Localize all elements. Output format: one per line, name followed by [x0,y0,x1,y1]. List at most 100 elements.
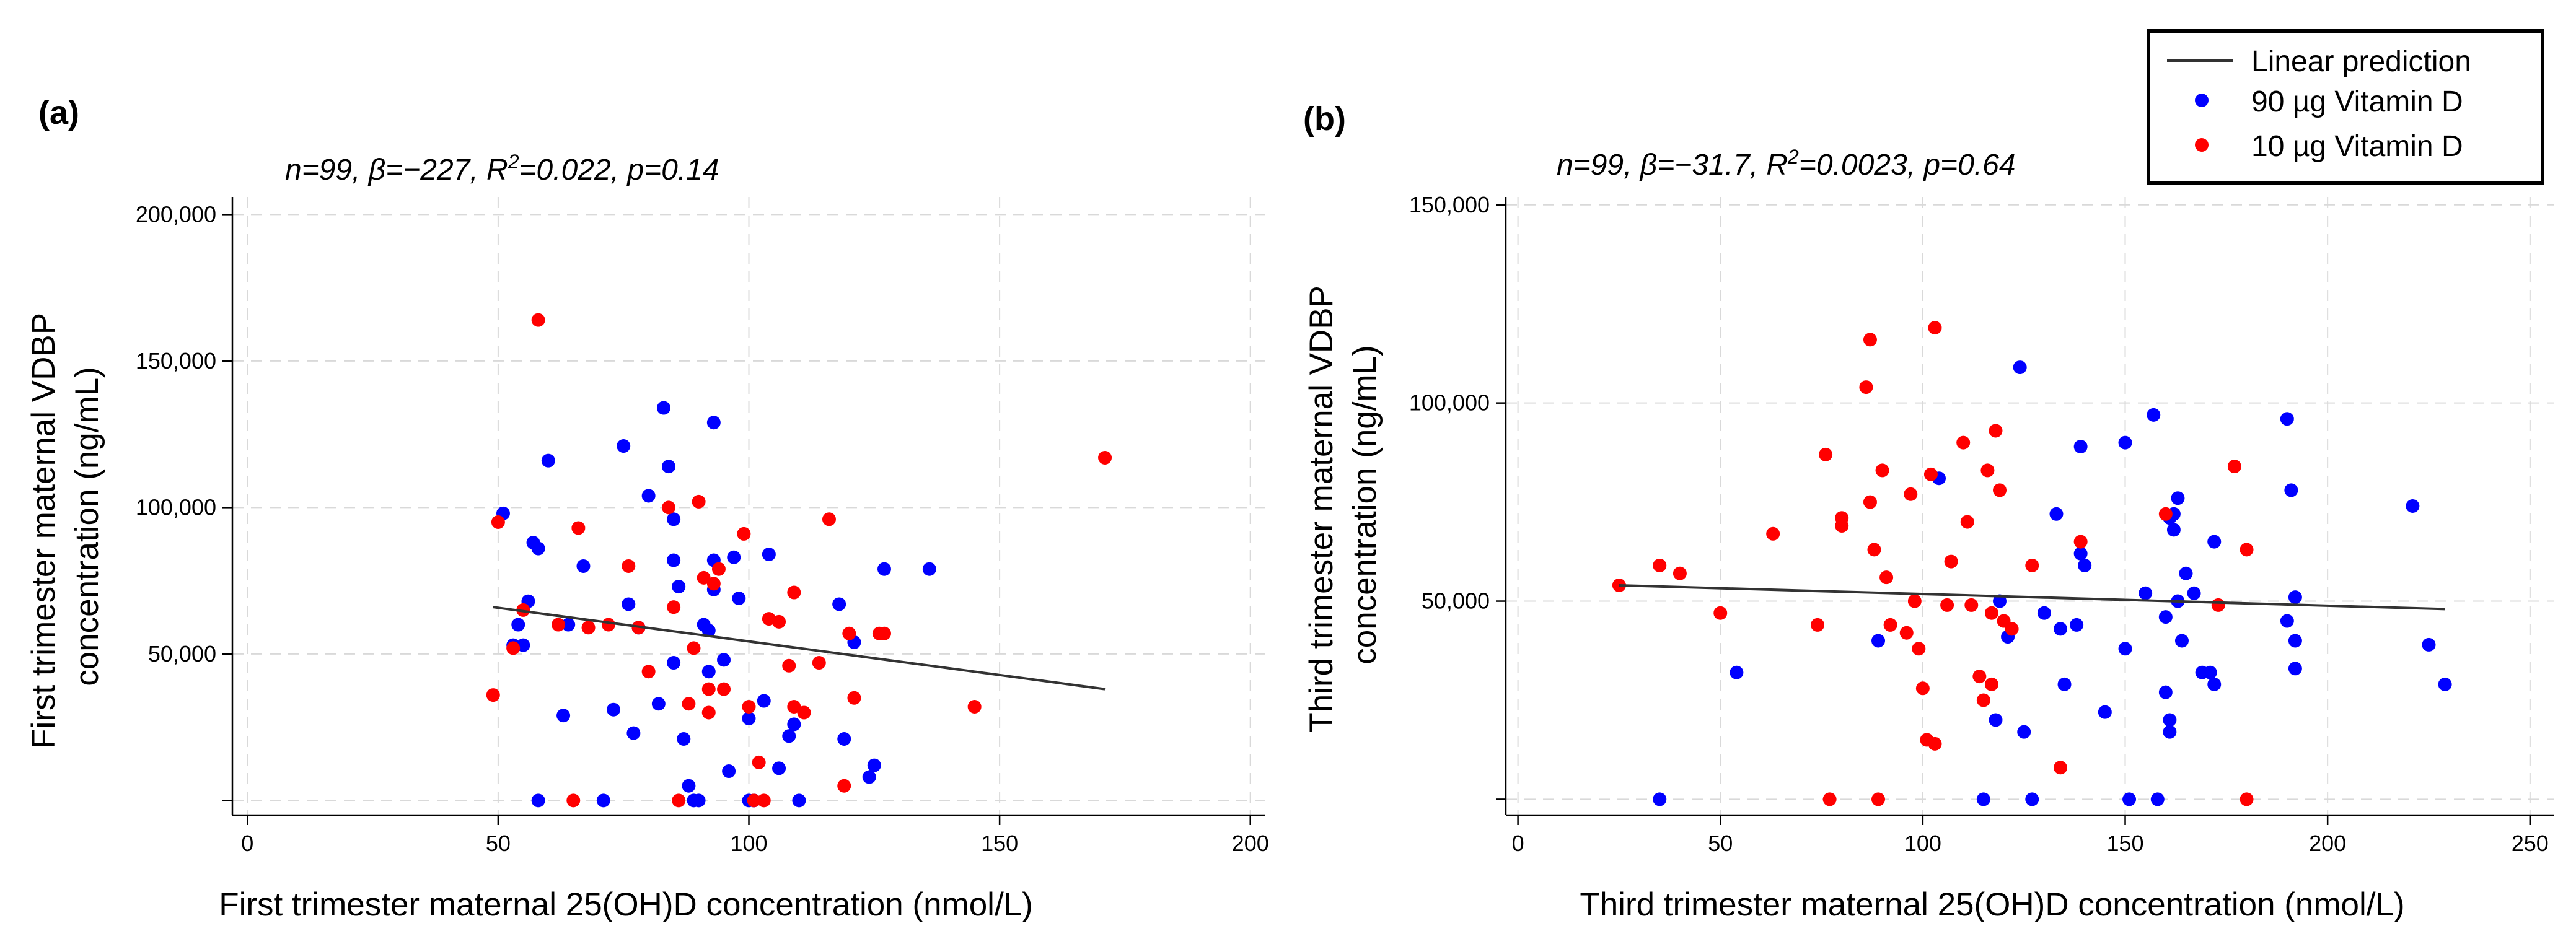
panel-a-stats: n=99, β=−227, R2=0.022, p=0.14 [285,151,719,186]
panel-b-point-10ug-11 [1863,333,1877,347]
panel-a-point-10ug-5 [551,618,565,632]
panel-a-point-90ug-13 [607,702,621,717]
panel-b-label: (b) [1303,100,1346,138]
panel-a-point-10ug-38 [837,779,851,793]
panel-a-point-10ug-35 [797,705,811,720]
panel-b-point-90ug-24 [2147,408,2161,422]
panel-b-point-90ug-22 [2122,792,2137,806]
panel-b-point-90ug-43 [2280,614,2294,628]
panel-b-ylabel: Third trimester maternal VDBP concentrat… [1303,277,1383,732]
panel-a-point-10ug-2 [506,641,521,655]
panel-a-point-90ug-26 [677,732,691,746]
panel-a-point-10ug-8 [581,621,596,635]
panel-a-point-10ug-43 [967,699,982,714]
panel-b-point-10ug-14 [1871,792,1886,806]
panel-b-xtick-label-2: 100 [1904,831,1941,856]
panel-b-point-10ug-2 [1673,566,1687,580]
panel-b-point-90ug-21 [2118,642,2132,656]
panel-a-point-10ug-42 [877,626,891,640]
panel-a-point-90ug-48 [787,717,801,732]
panel-b-point-10ug-42 [2053,761,2067,775]
panel-b-stat-r2-sup: 2 [1787,146,1799,168]
panel-a-point-90ug-37 [722,764,736,779]
panel-a-point-90ug-41 [742,711,756,725]
panel-a-point-90ug-55 [877,562,891,576]
panel-a: (a) n=99, β=−227, R2=0.022, p=0.14 First… [25,94,1269,923]
panel-b-point-90ug-18 [2078,558,2092,572]
panel-a-point-10ug-22 [706,577,721,591]
panel-a-linear-prediction-line [493,606,1106,691]
panel-a-ytick-label-2: 100,000 [136,494,216,520]
panel-b-point-10ug-17 [1883,618,1897,632]
panel-b-point-10ug-1 [1653,558,1667,572]
legend-label-10ug: 10 µg Vitamin D [2251,130,2463,163]
panel-b-stat-n: n=99 [1557,149,1624,181]
panel-a-point-90ug-25 [672,580,686,594]
panel-a-ytick-label-4: 200,000 [136,201,216,227]
panel-a-point-90ug-14 [617,439,631,453]
panel-b-point-90ug-1 [1730,665,1744,679]
panel-a-point-10ug-39 [842,626,856,640]
panel-b-point-10ug-7 [1822,792,1837,806]
panel-a-point-10ug-9 [601,618,615,632]
panel-b: (b) n=99, β=−31.7, R2=0.0023, p=0.64 Thi… [1303,100,2554,923]
panel-b-point-90ug-15 [2070,618,2084,632]
panel-b-xtick-label-3: 150 [2106,831,2143,856]
panel-b-point-90ug-8 [2013,360,2027,375]
panel-b-point-90ug-14 [2057,677,2072,691]
panel-b-point-90ug-50 [2438,677,2452,691]
panel-b-point-90ug-0 [1653,792,1667,806]
panel-b-point-10ug-12 [1863,495,1877,509]
panel-a-stat-n: n=99 [285,154,352,186]
panel-b-point-10ug-28 [1944,554,1958,569]
panel-b-point-90ug-33 [2171,491,2185,505]
panel-a-point-90ug-53 [862,770,876,784]
panel-a-point-90ug-32 [701,665,716,679]
legend-dot-90ug [2195,94,2209,107]
legend: Linear prediction 90 µg Vitamin D 10 µg … [2147,29,2544,185]
panel-b-point-10ug-13 [1867,543,1881,557]
panel-b-point-10ug-34 [1980,463,1995,478]
panel-b-point-10ug-35 [1984,677,1998,691]
panel-b-point-10ug-33 [1976,693,1990,707]
panel-a-stat-r2-value: =0.022 [519,154,611,186]
panel-b-point-10ug-6 [1819,447,1833,461]
panel-a-point-90ug-29 [692,793,706,808]
panel-a-xtick-label-2: 100 [730,831,767,856]
panel-b-point-10ug-4 [1766,526,1780,541]
panel-a-point-10ug-36 [812,656,826,670]
panel-b-point-90ug-39 [2203,665,2217,679]
panel-a-label: (a) [38,94,79,131]
panel-a-point-90ug-9 [556,709,571,723]
panel-b-point-90ug-40 [2207,677,2222,691]
legend-label-linear-prediction: Linear prediction [2251,45,2471,78]
panel-a-point-90ug-22 [667,512,681,526]
panel-a-point-10ug-7 [571,521,586,535]
panel-b-point-90ug-13 [2053,622,2067,636]
panel-a-point-10ug-23 [711,562,726,576]
panel-a-point-90ug-10 [561,618,576,632]
panel-a-point-10ug-20 [701,682,716,696]
panel-b-point-10ug-15 [1875,463,1889,478]
panel-b-plot-area: 50,000 100,000 150,000 0 50 100 150 200 250 [1409,192,2554,856]
panel-a-point-10ug-16 [682,697,696,711]
panel-a-xtick-label-1: 50 [486,831,511,856]
panel-b-point-90ug-12 [2049,507,2064,521]
panel-a-ytick-label-3: 150,000 [136,348,216,373]
panel-b-point-90ug-28 [2163,725,2177,739]
panel-b-point-90ug-49 [2422,637,2436,652]
panel-a-point-10ug-32 [782,658,796,673]
panel-a-point-10ug-17 [687,641,701,655]
panel-b-point-90ug-4 [1976,792,1990,806]
panel-b-point-10ug-37 [1989,424,2003,438]
panel-a-point-10ug-40 [847,691,861,705]
panel-a-point-90ug-31 [701,624,716,638]
panel-a-point-10ug-31 [772,614,786,629]
panel-a-point-90ug-18 [641,489,656,503]
panel-b-ylabel-line1: Third trimester maternal VDBP [1303,286,1340,733]
legend-box [2147,29,2544,185]
panel-a-xlabel: First trimester maternal 25(OH)D concent… [219,886,1033,923]
panel-b-point-10ug-29 [1956,435,1971,450]
panel-b-point-90ug-32 [2166,523,2181,537]
